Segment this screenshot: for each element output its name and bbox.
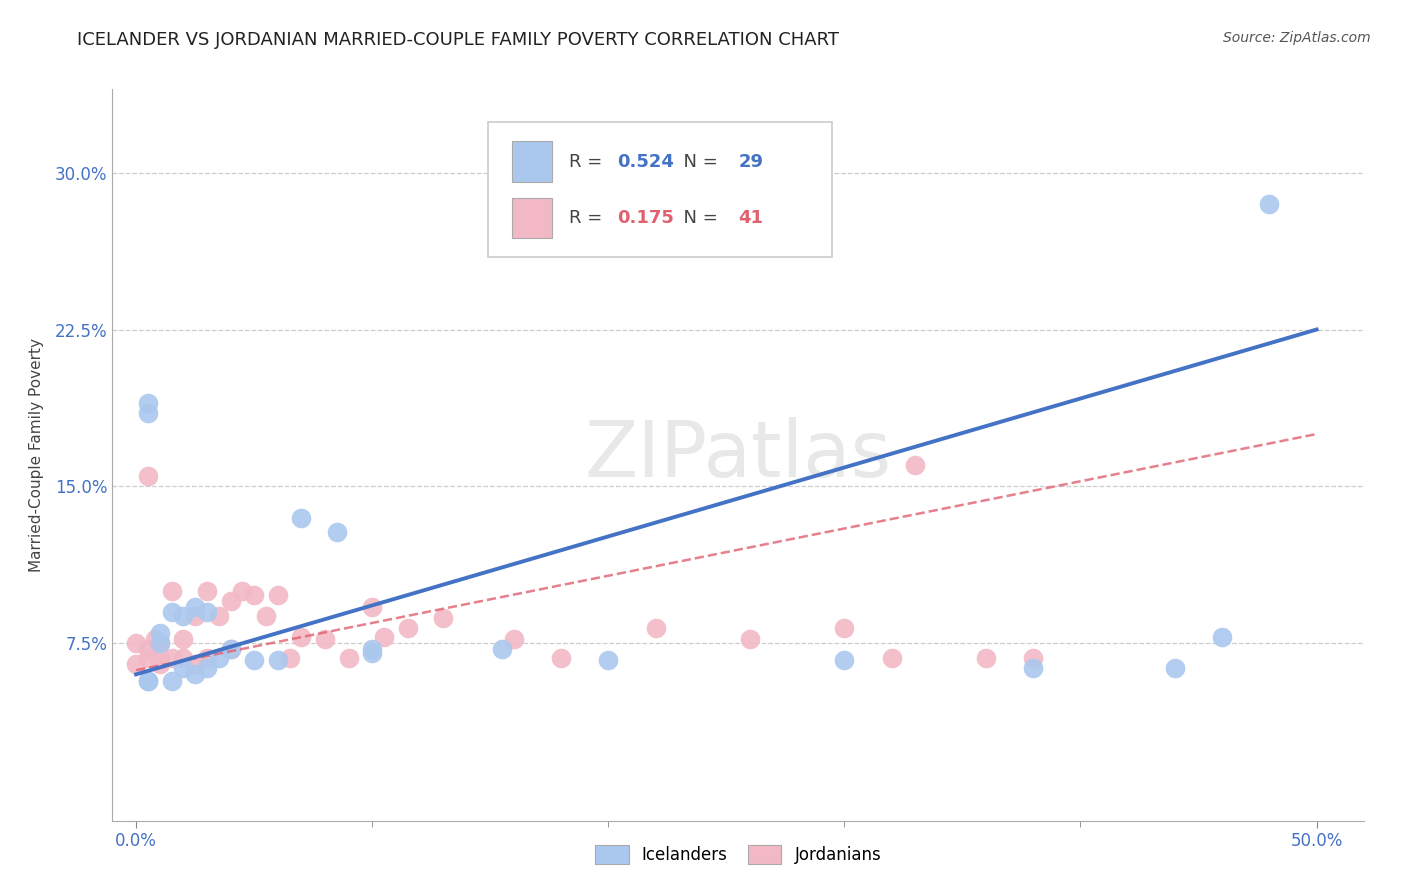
Point bbox=[136, 468, 159, 483]
Point bbox=[1211, 630, 1233, 644]
Text: N =: N = bbox=[672, 153, 723, 170]
Point bbox=[149, 636, 172, 650]
Point bbox=[231, 583, 253, 598]
Point bbox=[184, 657, 207, 671]
Point bbox=[1258, 197, 1281, 211]
Point bbox=[125, 657, 148, 671]
Point bbox=[184, 600, 207, 615]
Point bbox=[184, 608, 207, 623]
Point bbox=[974, 650, 997, 665]
Point bbox=[254, 608, 277, 623]
Text: R =: R = bbox=[569, 209, 609, 227]
Text: N =: N = bbox=[672, 209, 723, 227]
Point bbox=[243, 653, 266, 667]
Point bbox=[149, 650, 172, 665]
Point bbox=[208, 650, 231, 665]
Point bbox=[1164, 661, 1187, 675]
Point bbox=[172, 632, 194, 646]
Point bbox=[361, 600, 384, 615]
Text: 41: 41 bbox=[738, 209, 763, 227]
Point bbox=[644, 621, 666, 635]
Y-axis label: Married-Couple Family Poverty: Married-Couple Family Poverty bbox=[30, 338, 44, 572]
Point bbox=[219, 642, 242, 657]
Text: 0.175: 0.175 bbox=[617, 209, 673, 227]
Point bbox=[834, 653, 856, 667]
Point bbox=[337, 650, 360, 665]
Point bbox=[219, 594, 242, 608]
Point bbox=[160, 605, 183, 619]
Point bbox=[267, 588, 290, 602]
Bar bbox=[512, 142, 551, 182]
Point bbox=[172, 650, 194, 665]
Text: 29: 29 bbox=[738, 153, 763, 170]
Point bbox=[326, 525, 349, 540]
Point bbox=[195, 650, 218, 665]
Point bbox=[290, 630, 312, 644]
Point bbox=[149, 625, 172, 640]
Point bbox=[143, 632, 166, 646]
Point bbox=[136, 406, 159, 420]
Point bbox=[738, 632, 761, 646]
Point bbox=[149, 636, 172, 650]
Point bbox=[136, 650, 159, 665]
Point bbox=[432, 611, 454, 625]
Point bbox=[598, 653, 620, 667]
Text: R =: R = bbox=[569, 153, 609, 170]
Legend: Icelanders, Jordanians: Icelanders, Jordanians bbox=[589, 838, 887, 871]
Point bbox=[136, 642, 159, 657]
Point bbox=[278, 650, 301, 665]
Point bbox=[184, 667, 207, 681]
Point bbox=[160, 650, 183, 665]
Point bbox=[267, 653, 290, 667]
Point bbox=[361, 642, 384, 657]
Point bbox=[125, 636, 148, 650]
Point bbox=[834, 621, 856, 635]
Text: ZIPatlas: ZIPatlas bbox=[585, 417, 891, 493]
Point bbox=[502, 632, 524, 646]
Point bbox=[160, 583, 183, 598]
Point bbox=[136, 395, 159, 409]
Point bbox=[243, 588, 266, 602]
Point bbox=[904, 458, 927, 473]
Point bbox=[149, 657, 172, 671]
Point bbox=[290, 510, 312, 524]
Point bbox=[160, 673, 183, 688]
Point bbox=[491, 642, 513, 657]
Bar bbox=[512, 198, 551, 238]
Point bbox=[195, 605, 218, 619]
Text: Source: ZipAtlas.com: Source: ZipAtlas.com bbox=[1223, 31, 1371, 45]
Point bbox=[172, 661, 194, 675]
Point bbox=[373, 630, 395, 644]
Point bbox=[195, 661, 218, 675]
Point bbox=[361, 647, 384, 661]
Point bbox=[550, 650, 572, 665]
Point bbox=[208, 608, 231, 623]
Text: ICELANDER VS JORDANIAN MARRIED-COUPLE FAMILY POVERTY CORRELATION CHART: ICELANDER VS JORDANIAN MARRIED-COUPLE FA… bbox=[77, 31, 839, 49]
Point bbox=[314, 632, 336, 646]
Point bbox=[1022, 650, 1045, 665]
Text: 0.524: 0.524 bbox=[617, 153, 673, 170]
Point bbox=[136, 673, 159, 688]
Point bbox=[880, 650, 903, 665]
FancyBboxPatch shape bbox=[488, 122, 832, 258]
Point bbox=[1022, 661, 1045, 675]
Point bbox=[219, 642, 242, 657]
Point bbox=[195, 583, 218, 598]
Point bbox=[172, 608, 194, 623]
Point bbox=[136, 673, 159, 688]
Point bbox=[396, 621, 419, 635]
